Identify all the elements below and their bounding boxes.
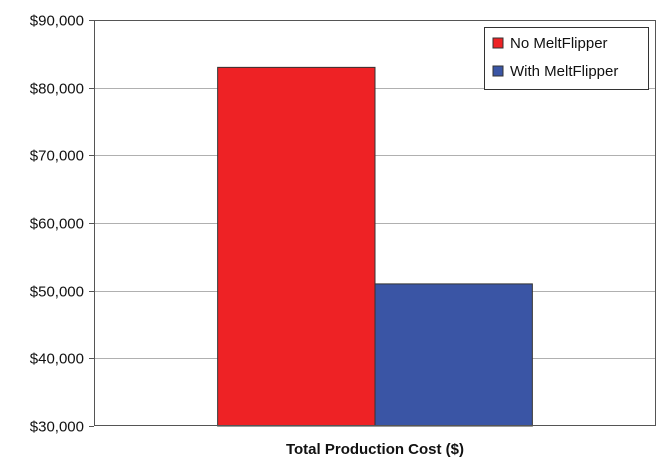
plot-area-border bbox=[94, 20, 656, 426]
y-tick-label: $70,000 bbox=[30, 148, 84, 165]
legend-box bbox=[484, 27, 649, 90]
y-tick-label: $30,000 bbox=[30, 419, 84, 436]
bar-with-meltflipper bbox=[374, 283, 533, 427]
x-axis-labels: Total Production Cost ($) bbox=[286, 441, 464, 458]
bars bbox=[217, 66, 533, 427]
bar-no-meltflipper bbox=[217, 66, 376, 427]
y-tick-label: $90,000 bbox=[30, 13, 84, 30]
y-tick-label: $80,000 bbox=[30, 81, 84, 98]
y-tick-label: $50,000 bbox=[30, 284, 84, 301]
y-tick-label: $40,000 bbox=[30, 351, 84, 368]
x-category-label: Total Production Cost ($) bbox=[286, 441, 464, 458]
legend-swatch bbox=[492, 65, 504, 77]
legend-label: No MeltFlipper bbox=[510, 35, 608, 52]
legend-swatch bbox=[492, 37, 504, 49]
legend: No MeltFlipper With MeltFlipper bbox=[484, 27, 649, 90]
y-axis-ticks: $30,000 $40,000 $50,000 $60,000 $70,000 $80,0… bbox=[30, 13, 94, 436]
legend-label: With MeltFlipper bbox=[510, 63, 618, 80]
y-tick-label: $60,000 bbox=[30, 216, 84, 233]
